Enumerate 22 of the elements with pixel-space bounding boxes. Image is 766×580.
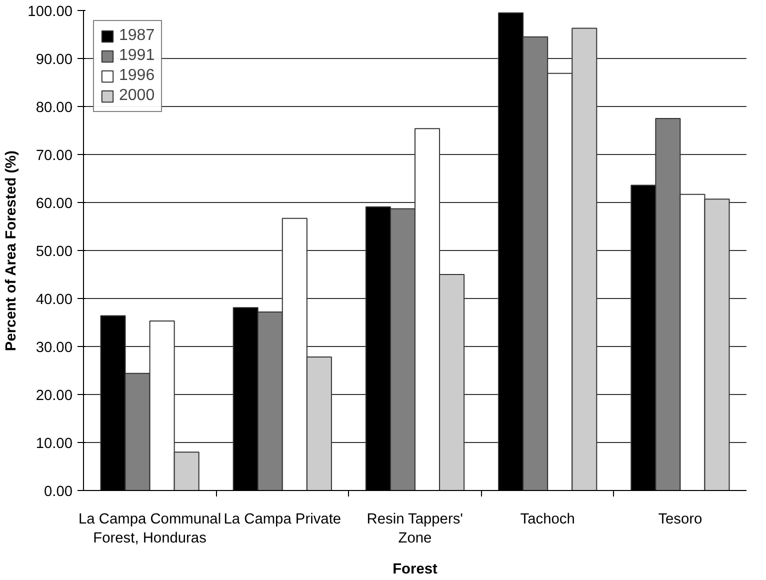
y-tick-label: 60.00 <box>36 196 73 212</box>
x-tick-label: La Campa Private <box>224 512 342 528</box>
y-tick-label: 20.00 <box>36 388 73 404</box>
y-tick-label: 90.00 <box>36 52 73 68</box>
y-tick-label: 0.00 <box>44 484 73 500</box>
x-tick-label: Tachoch <box>520 512 575 528</box>
y-axis-title: Percent of Area Forested (%) <box>4 150 20 352</box>
x-tick-label: Tesoro <box>658 512 702 528</box>
legend-label: 1996 <box>119 67 155 85</box>
y-tick-label: 70.00 <box>36 148 73 164</box>
y-tick-label: 50.00 <box>36 244 73 260</box>
x-tick-label: La Campa Communal Forest, Honduras <box>78 512 222 547</box>
y-tick-label: 10.00 <box>36 436 73 452</box>
legend-label: 2000 <box>119 87 155 105</box>
y-tick-label: 100.00 <box>28 4 72 20</box>
legend-label: 1987 <box>119 27 155 45</box>
y-tick-label: 30.00 <box>36 340 73 356</box>
x-tick-label: Resin Tappers' Zone <box>366 512 464 547</box>
y-tick-label: 80.00 <box>36 100 73 116</box>
legend-label: 1991 <box>119 47 155 65</box>
y-tick-label: 40.00 <box>36 292 73 308</box>
x-axis-title: Forest <box>392 562 438 578</box>
